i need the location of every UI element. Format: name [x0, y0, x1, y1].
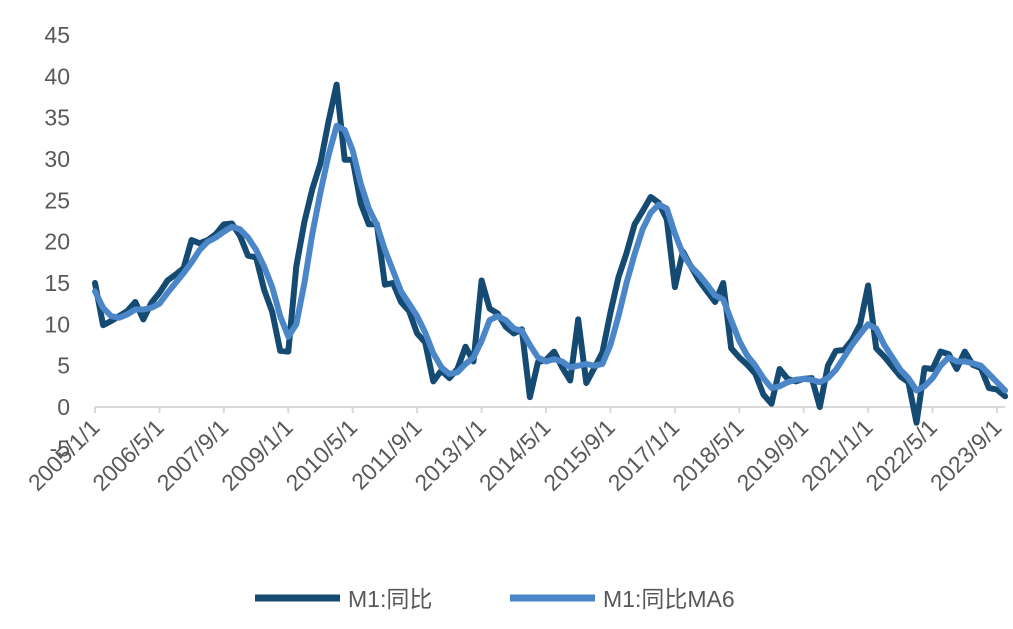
- y-tick-label: 15: [44, 270, 70, 296]
- legend-label: M1:同比MA6: [603, 586, 735, 612]
- y-tick-label: 35: [44, 105, 70, 131]
- legend-label: M1:同比: [348, 586, 432, 612]
- y-tick-label: 5: [57, 353, 70, 379]
- y-tick-label: 20: [44, 229, 70, 255]
- y-tick-label: 40: [44, 63, 70, 89]
- series-line: [92, 122, 1009, 394]
- y-tick-label: -5: [50, 435, 70, 461]
- y-tick-label: 45: [44, 22, 70, 48]
- y-tick-label: 10: [44, 311, 70, 337]
- x-tick-label: 2010/5/1: [281, 414, 363, 496]
- x-tick-label: 2023/9/1: [925, 414, 1007, 496]
- y-tick-label: 0: [57, 394, 70, 420]
- y-tick-label: 30: [44, 146, 70, 172]
- y-tick-label: 25: [44, 187, 70, 213]
- series-line: [92, 81, 1009, 426]
